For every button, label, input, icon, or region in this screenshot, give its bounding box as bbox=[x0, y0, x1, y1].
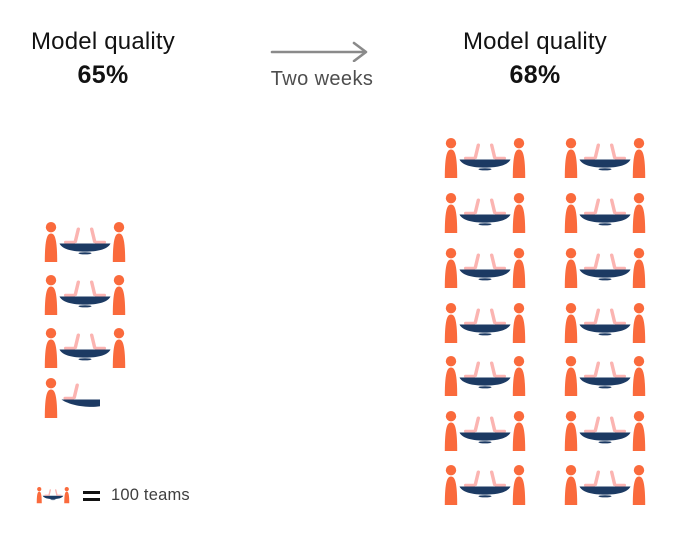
team-table-icon bbox=[36, 487, 70, 504]
legend-label: 100 teams bbox=[111, 486, 190, 504]
team-table-icon bbox=[444, 138, 526, 178]
team-table-icon bbox=[444, 465, 526, 505]
before-value: 65% bbox=[77, 61, 129, 89]
team-table-icon bbox=[44, 275, 126, 315]
team-table-icon bbox=[564, 411, 646, 451]
transition: Two weeks bbox=[262, 40, 382, 91]
team-table-icon bbox=[564, 248, 646, 288]
team-table-icon bbox=[564, 138, 646, 178]
equals-icon bbox=[83, 490, 100, 501]
team-table-icon bbox=[564, 303, 646, 343]
half-team-table-icon bbox=[44, 378, 100, 418]
team-table-icon bbox=[44, 222, 126, 262]
after-title: Model quality bbox=[462, 28, 607, 55]
after-value: 68% bbox=[509, 61, 561, 89]
team-table-icon bbox=[444, 411, 526, 451]
after-header: Model quality 68% bbox=[445, 28, 625, 90]
team-table-icon bbox=[444, 248, 526, 288]
legend-team-icon bbox=[36, 487, 70, 504]
team-table-icon bbox=[444, 356, 526, 396]
before-header: Model quality 65% bbox=[13, 28, 193, 90]
right-arrow-icon bbox=[270, 41, 368, 62]
team-table-icon bbox=[564, 356, 646, 396]
team-table-icon bbox=[564, 193, 646, 233]
legend: 100 teams bbox=[36, 486, 190, 505]
team-table-icon bbox=[444, 193, 526, 233]
transition-label: Two weeks bbox=[270, 68, 374, 90]
team-table-icon bbox=[564, 465, 646, 505]
team-table-icon bbox=[444, 303, 526, 343]
team-table-icon bbox=[44, 328, 126, 368]
before-title: Model quality bbox=[30, 28, 175, 55]
